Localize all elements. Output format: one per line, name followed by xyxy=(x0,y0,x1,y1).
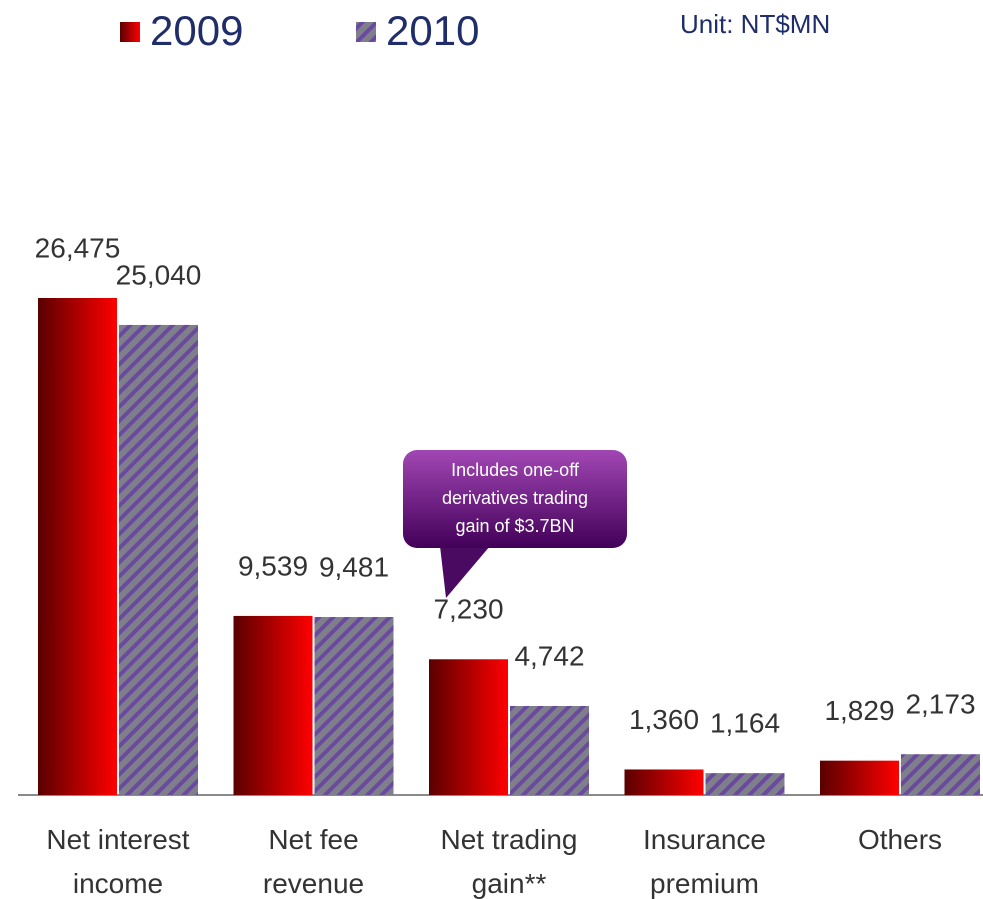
bar xyxy=(314,617,394,795)
value-label: 7,230 xyxy=(433,594,503,625)
callout: Includes one-off derivatives trading gai… xyxy=(403,450,627,548)
value-label: 9,481 xyxy=(319,551,389,582)
bar xyxy=(624,769,704,795)
legend-swatch xyxy=(356,22,376,42)
value-label: 2,173 xyxy=(905,689,975,720)
unit-label: Unit: NT$MN xyxy=(680,9,830,39)
bar xyxy=(119,324,198,795)
value-label: 25,040 xyxy=(116,259,202,290)
bar xyxy=(38,298,117,795)
x-tick-label: Net trading gain** xyxy=(440,824,578,899)
callout-pointer xyxy=(440,546,490,598)
bar xyxy=(233,615,313,795)
x-tick-label: Others xyxy=(857,824,943,855)
bar xyxy=(820,760,899,795)
value-label: 1,829 xyxy=(824,695,894,726)
bar xyxy=(901,754,980,795)
legend-label: 2009 xyxy=(150,7,243,54)
legend-swatch xyxy=(120,22,140,42)
x-tick-label: Net interest income xyxy=(46,824,190,899)
value-label: 1,360 xyxy=(629,704,699,735)
value-label: 9,539 xyxy=(238,550,308,581)
legend-label: 2010 xyxy=(386,7,479,54)
value-label: 26,475 xyxy=(35,232,121,263)
x-tick-label: Insurance premium xyxy=(643,824,766,899)
x-tick-label: Net fee revenue xyxy=(262,824,365,899)
bar xyxy=(705,773,785,795)
value-label: 4,742 xyxy=(514,640,584,671)
value-label: 1,164 xyxy=(710,708,780,739)
bar xyxy=(429,659,508,795)
bar xyxy=(510,705,589,795)
